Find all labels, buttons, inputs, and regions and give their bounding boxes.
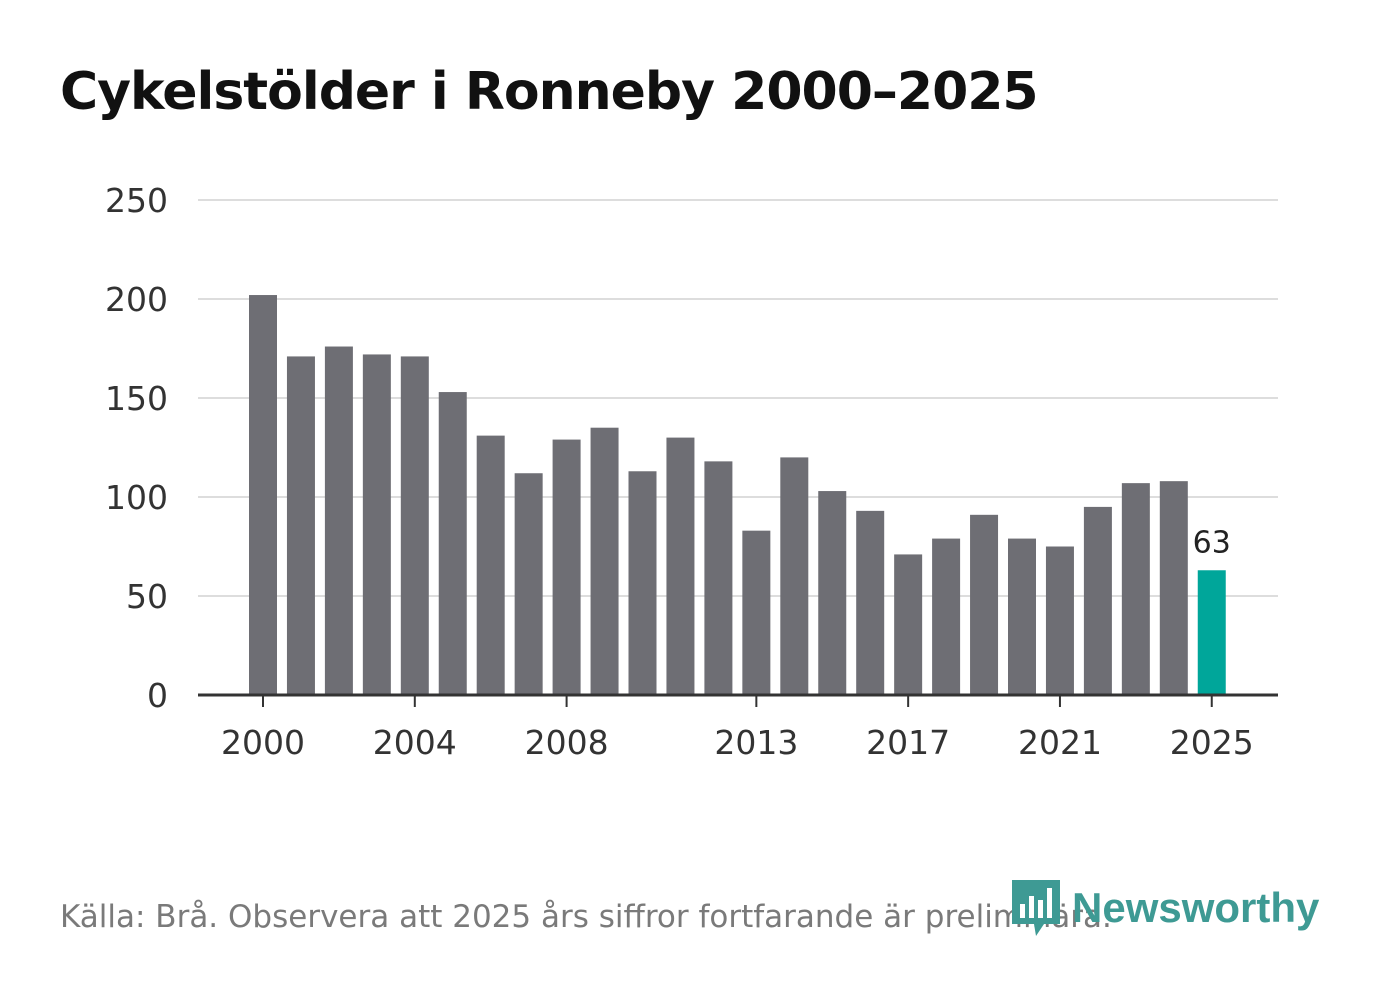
brand-logo: Newsworthy [1010, 878, 1319, 938]
x-axis-ticks [262, 695, 1213, 707]
bar-2016 [856, 510, 885, 695]
x-tick-label-2025: 2025 [1170, 723, 1254, 762]
bar-2009 [590, 427, 619, 695]
bar-2022 [1083, 506, 1112, 695]
bar-chart: 0 50 100 150 200 250 2000 2004 2008 2013 2017 2021… [105, 181, 1278, 762]
gridlines [198, 199, 1278, 597]
bar-2008 [552, 439, 581, 695]
y-tick-label-50: 50 [126, 577, 168, 616]
bar-2006 [476, 435, 505, 695]
brand-name: Newsworthy [1072, 884, 1320, 931]
bar-2010 [628, 471, 657, 695]
x-tick-label-2000: 2000 [221, 723, 305, 762]
bar-2005 [438, 392, 467, 695]
bar-2019 [970, 514, 999, 695]
bar-2004 [400, 356, 429, 695]
bar-2024 [1159, 481, 1188, 695]
bar-2023 [1121, 483, 1150, 695]
x-tick-label-2021: 2021 [1018, 723, 1102, 762]
bar-2025 [1197, 570, 1226, 695]
bars [249, 295, 1226, 695]
y-axis-labels: 0 50 100 150 200 250 [105, 181, 168, 715]
bar-2000 [249, 295, 277, 695]
x-tick-label-2013: 2013 [714, 723, 798, 762]
bar-2001 [286, 356, 315, 695]
bar-2011 [666, 437, 695, 695]
bar-2013 [742, 530, 771, 695]
x-axis-labels: 2000 2004 2008 2013 2017 2021 2025 [221, 723, 1254, 762]
data-label-2025: 63 [1193, 525, 1231, 560]
bar-2021 [1045, 546, 1074, 695]
x-tick-label-2017: 2017 [866, 723, 950, 762]
bar-2002 [324, 346, 353, 695]
y-tick-label-100: 100 [105, 478, 168, 517]
y-tick-label-150: 150 [105, 379, 168, 418]
bar-2020 [1008, 538, 1036, 695]
bar-2014 [780, 457, 809, 695]
bar-2007 [514, 473, 543, 695]
bar-2012 [704, 461, 733, 695]
x-tick-label-2004: 2004 [373, 723, 457, 762]
source-note: Källa: Brå. Observera att 2025 års siffr… [60, 899, 1112, 935]
y-tick-label-0: 0 [147, 676, 168, 715]
newsworthy-logo-icon [1012, 880, 1060, 936]
bar-2017 [894, 554, 923, 695]
y-tick-label-250: 250 [105, 181, 168, 220]
chart-title: Cykelstölder i Ronneby 2000–2025 [60, 62, 1039, 122]
bar-2003 [362, 354, 391, 695]
x-tick-label-2008: 2008 [525, 723, 609, 762]
y-tick-label-200: 200 [105, 280, 168, 319]
bar-2018 [932, 538, 961, 695]
bar-2015 [818, 491, 847, 695]
